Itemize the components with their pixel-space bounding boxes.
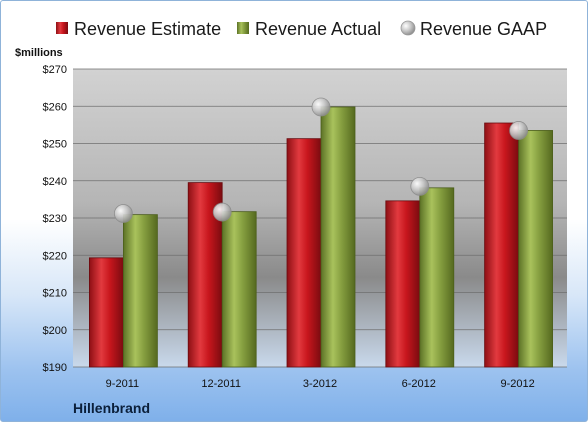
gaap-marker: [311, 97, 331, 117]
gaap-marker: [114, 204, 133, 223]
estimate-bar: [385, 200, 421, 368]
unit-label: $millions: [15, 47, 63, 59]
gaap-markers: [114, 97, 528, 223]
y-tick-label: $230: [43, 213, 67, 225]
y-tick-label: $220: [43, 250, 67, 262]
y-tick-label: $190: [43, 362, 67, 374]
actual-bar: [320, 106, 356, 368]
y-tick-label: $250: [43, 139, 67, 151]
x-tick-label: 9-2011: [106, 378, 139, 390]
actual-bar: [518, 130, 553, 368]
legend-actual-swatch: [237, 22, 249, 34]
legend-gaap-label: Revenue GAAP: [420, 19, 547, 39]
estimate-bar: [286, 138, 322, 368]
company-name: Hillenbrand: [73, 400, 150, 416]
actual-bar: [221, 211, 257, 368]
legend-actual-label: Revenue Actual: [255, 19, 381, 39]
y-tick-label: $240: [43, 176, 67, 188]
legend-estimate-swatch: [56, 22, 68, 34]
legend-estimate-label: Revenue Estimate: [74, 19, 221, 39]
legend: Revenue Estimate Revenue Actual Revenue …: [56, 19, 547, 39]
x-tick-label: 3-2012: [303, 378, 337, 390]
gaap-marker: [410, 176, 430, 196]
x-tick-label: 9-2012: [500, 378, 534, 390]
y-tick-label: $200: [43, 325, 67, 337]
y-axis: $190 $200 $210 $220 $230 $240 $250 $260 $270: [43, 64, 67, 374]
actual-bar: [419, 187, 455, 368]
x-tick-label: 12-2011: [201, 378, 241, 390]
estimate-bar: [484, 122, 520, 368]
y-tick-label: $260: [43, 101, 67, 113]
gaap-marker: [509, 121, 528, 140]
x-tick-label: 6-2012: [402, 378, 436, 390]
actual-bar: [123, 214, 158, 368]
estimate-bar: [89, 257, 124, 368]
x-axis: 9-2011 12-2011 3-2012 6-2012 9-2012: [106, 378, 535, 390]
y-tick-label: $270: [43, 64, 67, 76]
gaap-marker: [212, 202, 232, 222]
legend-gaap-marker: [400, 20, 416, 36]
y-tick-label: $210: [43, 288, 67, 300]
